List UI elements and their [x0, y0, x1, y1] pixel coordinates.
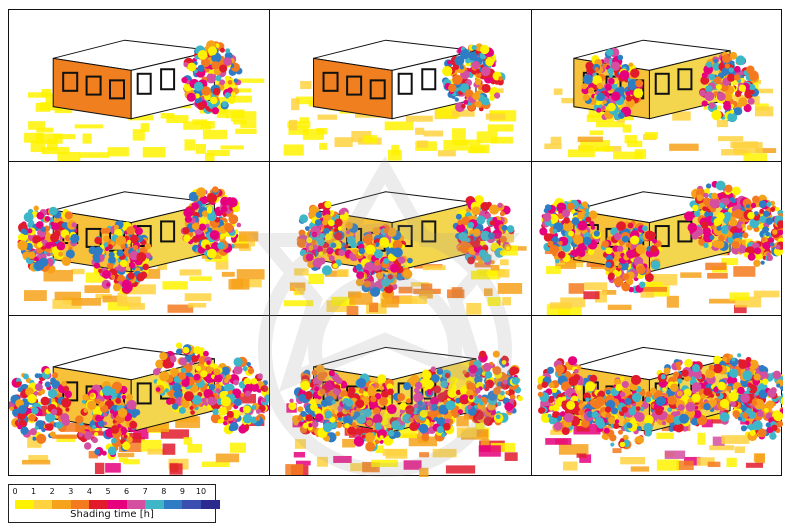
scene-panel-1: [9, 10, 269, 161]
tree: [17, 205, 80, 274]
tree: [180, 186, 242, 260]
legend-swatch: [89, 500, 108, 509]
legend-tick-label: 9: [179, 487, 185, 496]
legend-tick-label: 2: [49, 487, 55, 496]
legend-tick-label: 10: [195, 487, 207, 496]
window: [654, 72, 670, 95]
panel-divider-horizontal: [9, 161, 781, 162]
tree: [539, 197, 602, 264]
legend-swatch: [163, 500, 183, 509]
tree: [341, 373, 406, 452]
window: [136, 382, 152, 405]
legend-tick-label: 6: [124, 487, 130, 496]
window: [397, 72, 413, 95]
legend-title: Shading time [h]: [70, 509, 154, 520]
scene-panel-6: [531, 161, 783, 315]
scene-panel-7: [9, 315, 269, 477]
tree: [181, 40, 243, 115]
scene-panel-8: [269, 315, 531, 477]
tree: [591, 374, 657, 450]
legend-tick-label: 1: [31, 487, 37, 496]
tree: [726, 194, 783, 267]
scene-panel-4: [9, 161, 269, 315]
window: [421, 220, 437, 243]
tree: [581, 47, 644, 121]
scene-panel-9: [531, 315, 783, 477]
tree: [441, 43, 506, 113]
window: [85, 75, 102, 96]
window: [346, 75, 363, 96]
legend-tick-label: 8: [161, 487, 167, 496]
tree: [459, 350, 523, 427]
window: [160, 68, 176, 91]
legend-swatch: [70, 500, 90, 509]
tree: [88, 220, 153, 295]
legend-swatch: [52, 500, 71, 509]
tree: [349, 224, 413, 299]
window: [369, 79, 386, 100]
legend-swatch: [126, 500, 146, 509]
figure-grid: [8, 9, 783, 477]
legend-tick-label: 3: [68, 487, 74, 496]
window: [421, 68, 437, 91]
legend-swatch: [33, 500, 53, 509]
tree: [452, 195, 515, 265]
legend-swatch: [145, 500, 164, 509]
panel-divider-vertical: [531, 10, 532, 475]
tree: [203, 356, 269, 435]
shading-time-legend: 0 1 2 3 4 5 6 7 8 9 10 Shading time [h]: [8, 484, 220, 523]
tree: [728, 365, 783, 442]
tree: [399, 366, 463, 442]
legend-swatch: [182, 500, 201, 509]
tree: [296, 200, 359, 276]
tree: [699, 51, 760, 123]
window: [677, 68, 693, 91]
legend-tick-label: 0: [12, 487, 18, 496]
legend-tick-label: 7: [142, 487, 148, 496]
tree: [75, 380, 141, 460]
window: [109, 79, 125, 100]
panel-divider-vertical: [269, 10, 270, 475]
legend-tick-label: 5: [105, 487, 111, 496]
tree: [600, 220, 663, 294]
tree: [9, 365, 72, 444]
panel-divider-horizontal: [9, 315, 781, 316]
legend-swatch: [201, 500, 220, 509]
scene-panel-2: [269, 10, 531, 161]
window: [136, 72, 152, 95]
scene-panel-3: [531, 10, 783, 161]
window: [160, 220, 176, 243]
legend-swatch: [15, 500, 34, 509]
window: [62, 71, 79, 92]
tree: [649, 358, 714, 433]
scene-panel-5: [269, 161, 531, 315]
tree: [684, 180, 750, 252]
window: [322, 71, 339, 92]
legend-swatch: [108, 500, 127, 509]
legend-tick-label: 4: [86, 487, 92, 496]
